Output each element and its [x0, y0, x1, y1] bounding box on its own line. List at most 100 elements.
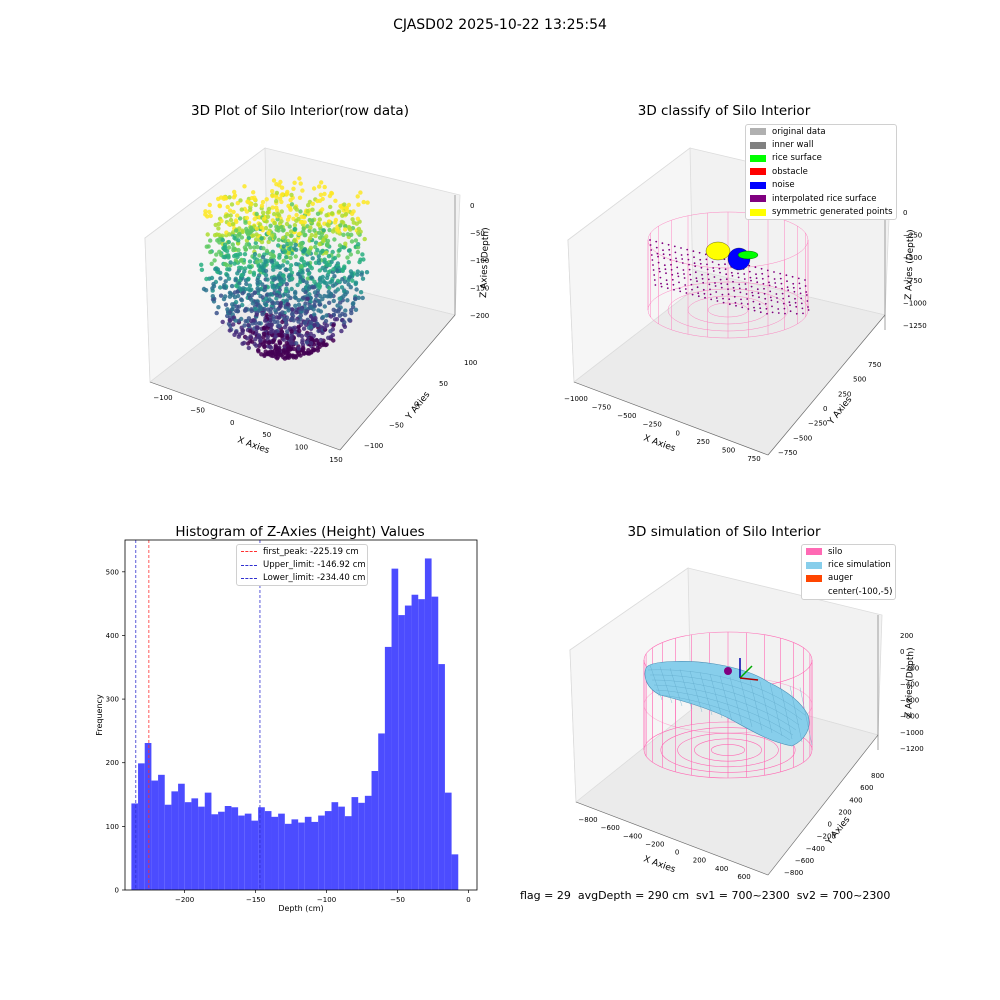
panel2-legend-item: rice surface — [746, 152, 896, 165]
panel1-y-tick: −50 — [389, 421, 404, 429]
histogram-bar — [424, 558, 432, 890]
panel4-x-tick: 400 — [715, 865, 728, 873]
histogram-bar — [384, 646, 392, 890]
histogram-bar — [444, 792, 452, 890]
panel4-x-tick: −200 — [645, 840, 664, 848]
histogram-bar — [251, 820, 259, 890]
histogram-bar — [431, 596, 439, 890]
panel4-legend-label: center(-100,-5) — [828, 586, 893, 597]
panel2-clusters — [705, 241, 759, 271]
panel4-legend-label: silo — [828, 546, 843, 557]
panel4-y-tick: −200 — [817, 833, 836, 841]
panel1-y-label: Y Axies — [404, 390, 433, 423]
histogram-legend-item: first_peak: -225.19 cm — [237, 545, 367, 558]
histogram-bar — [144, 743, 152, 890]
histogram-y-tick: 0 — [115, 887, 119, 895]
histogram-bar — [158, 774, 165, 890]
panel2-legend-swatch — [750, 208, 766, 216]
panel4-rice-surface — [644, 661, 813, 747]
histogram-bar — [304, 816, 312, 890]
panel1-title: 3D Plot of Silo Interior(row data) — [191, 103, 409, 119]
histogram-legend-swatch — [241, 564, 257, 566]
panel4-legend-swatch — [806, 588, 822, 595]
panel1-z-tick: 0 — [470, 202, 474, 210]
histogram-bar — [184, 802, 192, 890]
panel4-y-tick: 0 — [828, 821, 832, 829]
panel4-y-tick: 400 — [849, 796, 862, 804]
histogram-bar — [271, 816, 279, 890]
histogram-bar — [338, 806, 345, 890]
histogram-x-ticks: −200 −150 −100 −50 0 — [175, 890, 471, 904]
panel2-x-tick: −750 — [592, 404, 611, 412]
histogram-bar — [411, 594, 419, 890]
histogram-bar — [211, 814, 219, 890]
panel2-y-tick: −750 — [778, 449, 797, 457]
panel4-x-tick: 0 — [675, 849, 679, 857]
panel1-z-tick: −100 — [470, 257, 489, 265]
panel1-x-tick: 50 — [262, 431, 271, 439]
panel4-axis-lines — [575, 615, 879, 876]
panel1-z-tick: −50 — [470, 230, 485, 238]
histogram-bar — [278, 813, 285, 890]
panel2-z-tick: 0 — [903, 209, 907, 217]
histogram-y-ticks: 0 100 200 300 400 500 — [106, 568, 125, 895]
histogram-bar — [191, 798, 199, 890]
histogram-bar — [398, 615, 405, 890]
histogram-bar — [224, 806, 232, 890]
panel1-z-tick: −200 — [470, 312, 489, 320]
panel2-z-label: Z Axies (Depth) — [904, 229, 916, 300]
panel2-y-tick: 250 — [838, 390, 851, 398]
panel4-z-tick: −800 — [900, 713, 919, 721]
panel2-z-tick: −1000 — [903, 299, 927, 307]
panel2-x-tick: 500 — [722, 446, 735, 454]
histogram-legend-swatch — [241, 551, 257, 553]
panel2-x-tick: 250 — [696, 438, 709, 446]
panel2-z-tick: −750 — [903, 277, 922, 285]
histogram-y-tick: 500 — [106, 568, 119, 576]
histogram-bar — [244, 813, 252, 890]
histogram-bar — [364, 795, 372, 890]
panel2-legend-item: obstacle — [746, 165, 896, 178]
status-footer: flag = 29 avgDepth = 290 cm sv1 = 700~23… — [520, 889, 891, 902]
histogram-legend: first_peak: -225.19 cm Upper_limit: -146.… — [236, 544, 368, 587]
panel2-x-tick: −250 — [643, 421, 662, 429]
panel2-legend-swatch — [750, 181, 766, 189]
panel2-silo-wireframe — [647, 211, 809, 339]
panel2-title: 3D classify of Silo Interior — [637, 103, 811, 119]
panel1-x-tick: 100 — [295, 444, 308, 452]
panel4-y-tick: 600 — [860, 784, 873, 792]
histogram-bar — [344, 816, 352, 890]
panel1-y-tick: 0 — [414, 401, 418, 409]
panel2-legend-label: original data — [772, 126, 826, 137]
histogram-bar — [371, 771, 379, 890]
histogram-y-tick: 200 — [106, 759, 119, 767]
panel4-title: 3D simulation of Silo Interior — [627, 524, 821, 540]
panel2-z-ticks: 0 −250 −500 −750 −1000 −1250 — [903, 209, 927, 330]
histogram-bar — [451, 854, 459, 890]
histogram-legend-label: Lower_limit: -234.40 cm — [263, 573, 366, 584]
panel1-axes-box — [144, 147, 461, 451]
histogram-bar — [131, 803, 139, 890]
panel2-axes-box — [567, 147, 891, 456]
histogram-bar — [204, 792, 212, 890]
histogram-bar — [311, 821, 319, 890]
histogram-bar — [291, 819, 299, 890]
histogram-bar — [258, 807, 265, 890]
panel4-z-tick: −200 — [900, 664, 919, 672]
panel4-x-tick: −600 — [601, 824, 620, 832]
panel4-x-label: X Axies — [642, 854, 677, 875]
histogram-frame — [124, 539, 478, 891]
panel1-points — [199, 176, 370, 361]
panel2-y-tick: −250 — [808, 420, 827, 428]
panel2-y-label: Y Axies — [826, 395, 855, 428]
panel4-legend-item: rice simulation — [802, 558, 895, 571]
panel2-x-tick: 750 — [747, 455, 760, 463]
histogram-legend-swatch — [241, 577, 257, 579]
histogram-bar — [324, 811, 332, 890]
panel4-z-tick: 0 — [900, 648, 904, 656]
panel4-legend-item: silo — [802, 545, 895, 558]
panel2-legend-swatch — [750, 154, 766, 162]
histogram-bar — [218, 811, 225, 890]
panel4-x-ticks: −800 −600−400−200 0 200 400 600 — [578, 816, 750, 881]
